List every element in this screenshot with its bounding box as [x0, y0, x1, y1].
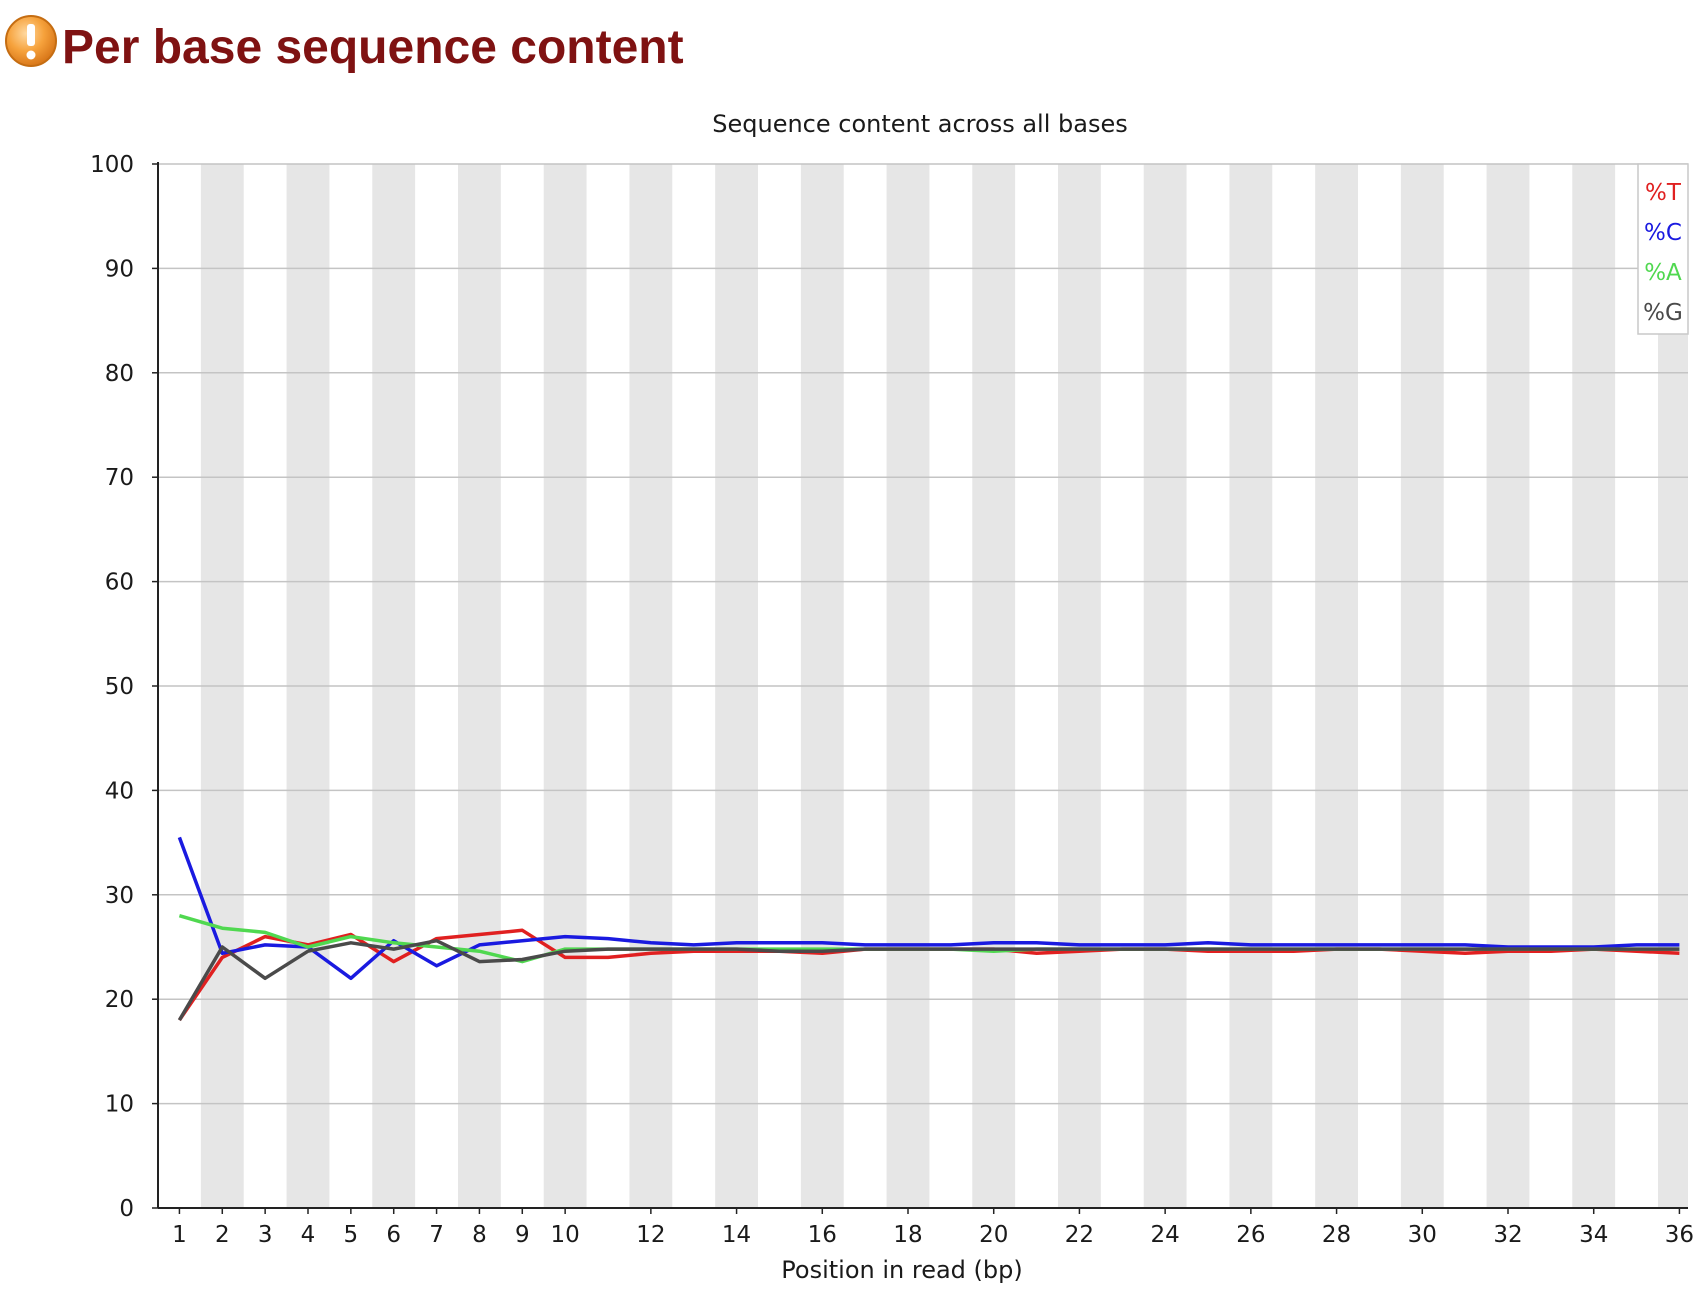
x-tick-label: 26: [1236, 1222, 1265, 1248]
y-tick-label: 20: [105, 987, 134, 1013]
x-tick-label: 12: [636, 1222, 665, 1248]
y-tick-label: 0: [119, 1196, 134, 1222]
x-tick-label: 30: [1408, 1222, 1437, 1248]
x-tick-label: 22: [1065, 1222, 1094, 1248]
gridlines: [158, 163, 1688, 1105]
legend-entry: %C: [1644, 220, 1682, 246]
x-axis-ticks: 1 2 3 4 5 6 7 8 9 10 12 14 16 18 20 22 24 26 28 30 32 34 36: [172, 1208, 1694, 1248]
warning-icon: [5, 15, 57, 67]
y-tick-label: 90: [105, 256, 134, 282]
x-tick-label: 5: [344, 1222, 359, 1248]
x-tick-label: 10: [551, 1222, 580, 1248]
sequence-content-chart: Sequence content across all bases 0 10 20 3…: [90, 110, 1694, 1284]
legend: %T %C %A %G: [1637, 163, 1689, 335]
x-tick-label: 3: [258, 1222, 273, 1248]
legend-entry: %G: [1643, 300, 1683, 326]
x-tick-label: 6: [386, 1222, 401, 1248]
x-tick-label: 32: [1493, 1222, 1522, 1248]
series-line-G: [177, 938, 1680, 1021]
x-tick-label: 36: [1665, 1222, 1694, 1248]
x-tick-label: 14: [722, 1222, 751, 1248]
series-lines: [177, 836, 1680, 1022]
axes: [157, 162, 1688, 1209]
page-header: Per base sequence content: [4, 8, 684, 74]
y-axis-ticks: 0 10 20 30 40 50 60 70 80 90 100: [90, 152, 158, 1222]
y-tick-label: 70: [105, 465, 134, 491]
x-tick-label: 7: [429, 1222, 444, 1248]
x-tick-label: 4: [301, 1222, 316, 1248]
y-tick-label: 80: [105, 361, 134, 387]
chart-title: Sequence content across all bases: [712, 110, 1127, 138]
x-tick-label: 16: [808, 1222, 837, 1248]
x-tick-label: 24: [1151, 1222, 1180, 1248]
x-tick-label: 20: [979, 1222, 1008, 1248]
x-tick-label: 18: [893, 1222, 922, 1248]
x-tick-label: 1: [172, 1222, 187, 1248]
x-tick-label: 9: [515, 1222, 530, 1248]
y-tick-label: 60: [105, 570, 134, 596]
page-title: Per base sequence content: [62, 20, 684, 74]
legend-entry: %A: [1644, 260, 1682, 286]
x-tick-label: 2: [215, 1222, 230, 1248]
y-tick-label: 10: [105, 1092, 134, 1118]
x-tick-label: 8: [472, 1222, 487, 1248]
legend-entry: %T: [1645, 180, 1682, 206]
y-tick-label: 100: [90, 152, 134, 178]
x-tick-label: 34: [1579, 1222, 1608, 1248]
y-tick-label: 50: [105, 674, 134, 700]
x-axis-label: Position in read (bp): [781, 1256, 1022, 1284]
y-tick-label: 40: [105, 778, 134, 804]
legend-box: [1637, 163, 1689, 335]
y-tick-label: 30: [105, 883, 134, 909]
series-line-C: [177, 836, 1680, 981]
x-tick-label: 28: [1322, 1222, 1351, 1248]
